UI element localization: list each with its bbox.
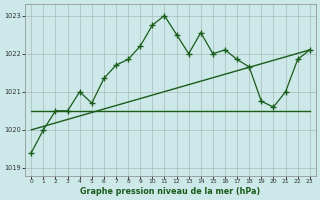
X-axis label: Graphe pression niveau de la mer (hPa): Graphe pression niveau de la mer (hPa) xyxy=(80,187,261,196)
